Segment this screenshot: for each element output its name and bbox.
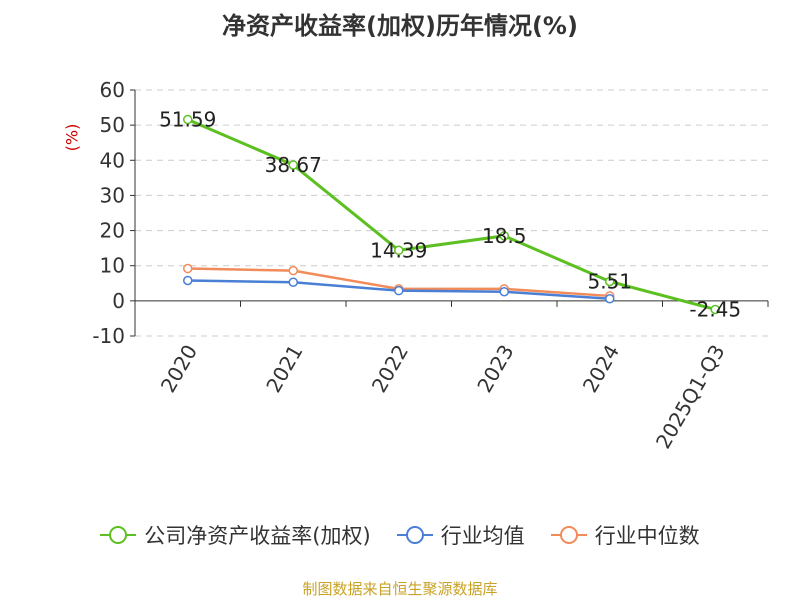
y-tick-label: 0 [112, 289, 125, 313]
y-tick-label: 10 [100, 254, 125, 278]
data-point [605, 293, 615, 304]
y-tick-label: 50 [100, 113, 125, 137]
data-point [183, 114, 193, 125]
legend-swatch [100, 526, 137, 544]
line-chart: -10 0 10 20 30 40 50 60 2020 2021 2022 2023 2024 2025… [92, 78, 769, 453]
data-label: 51.59 [159, 108, 216, 132]
legend-item[interactable]: 行业中位数 [550, 520, 700, 550]
y-tick-label: 40 [100, 148, 125, 172]
legend-swatch [550, 526, 587, 544]
chart-title: 净资产收益率(加权)历年情况(%) [222, 12, 578, 40]
data-point [183, 263, 193, 274]
legend-label: 行业均值 [440, 524, 525, 548]
data-point [288, 265, 298, 276]
data-point [710, 304, 720, 315]
data-point [499, 231, 509, 241]
legend-label: 行业中位数 [594, 524, 700, 548]
data-label: 38.67 [265, 153, 322, 177]
y-tick-label: 20 [100, 219, 125, 243]
x-tick-label: 2024 [578, 341, 624, 397]
x-tick-label: 2022 [367, 341, 413, 397]
y-tick-label: -10 [92, 324, 125, 348]
x-tick-label: 2023 [472, 341, 518, 397]
legend-swatch-marker [405, 526, 424, 544]
data-point [605, 276, 615, 287]
legend-swatch [396, 526, 433, 544]
legend-item[interactable]: 行业均值 [396, 520, 525, 550]
data-label: -2.45 [689, 297, 741, 321]
data-point [499, 286, 509, 297]
y-tick-label: 30 [100, 183, 125, 207]
x-tick-label: 2021 [261, 341, 307, 397]
data-label: 18.5 [482, 224, 527, 248]
legend: 公司净资产收益率(加权) 行业均值 行业中位数 [0, 520, 800, 550]
series-line [187, 118, 716, 311]
data-point [183, 275, 193, 286]
legend-swatch-marker [559, 526, 578, 544]
data-label: 5.51 [587, 269, 632, 293]
source-note: 制图数据来自恒生聚源数据库 [302, 580, 498, 598]
data-point [288, 277, 298, 287]
x-tick-label: 2020 [156, 341, 202, 397]
y-tick-label: 60 [100, 78, 125, 102]
data-point [394, 285, 404, 296]
data-point [288, 160, 298, 170]
legend-label: 公司净资产收益率(加权) [144, 524, 371, 548]
legend-item[interactable]: 公司净资产收益率(加权) [100, 520, 371, 550]
x-tick-label: 2025Q1-Q3 [651, 341, 730, 453]
data-point [394, 245, 404, 256]
legend-swatch-marker [109, 526, 128, 544]
data-label: 14.39 [370, 238, 427, 262]
